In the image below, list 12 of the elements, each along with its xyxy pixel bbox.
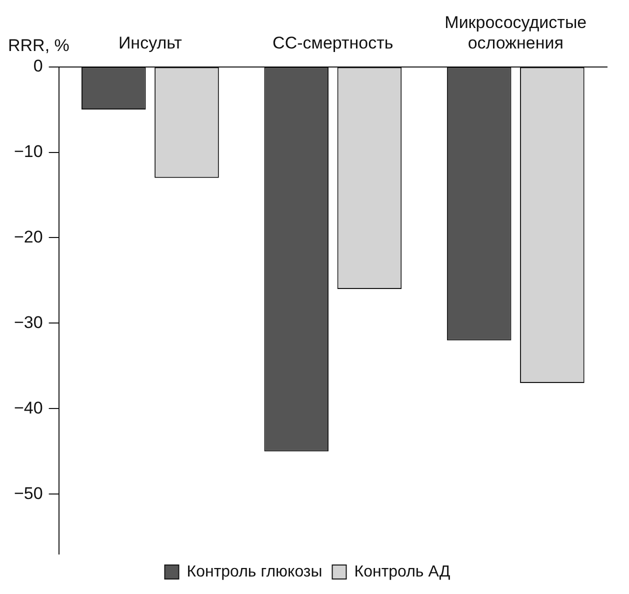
y-axis-title: RRR, % [8,36,70,55]
y-tick-label: 0 [33,56,43,76]
y-tick-label: −50 [14,484,43,503]
y-tick-label: −10 [14,142,43,161]
x-tick-label: Инсульт [118,33,182,52]
y-tick-label: −30 [14,312,43,332]
x-tick-label: СС-смертность [272,33,394,52]
y-tick-label: −40 [14,398,43,418]
legend-label: Контроль АД [354,563,450,580]
y-tick-label: −20 [14,227,43,246]
x-tick-label: Микрососудистые осложнения [444,12,587,52]
legend-label: Контроль глюкозы [186,563,322,580]
